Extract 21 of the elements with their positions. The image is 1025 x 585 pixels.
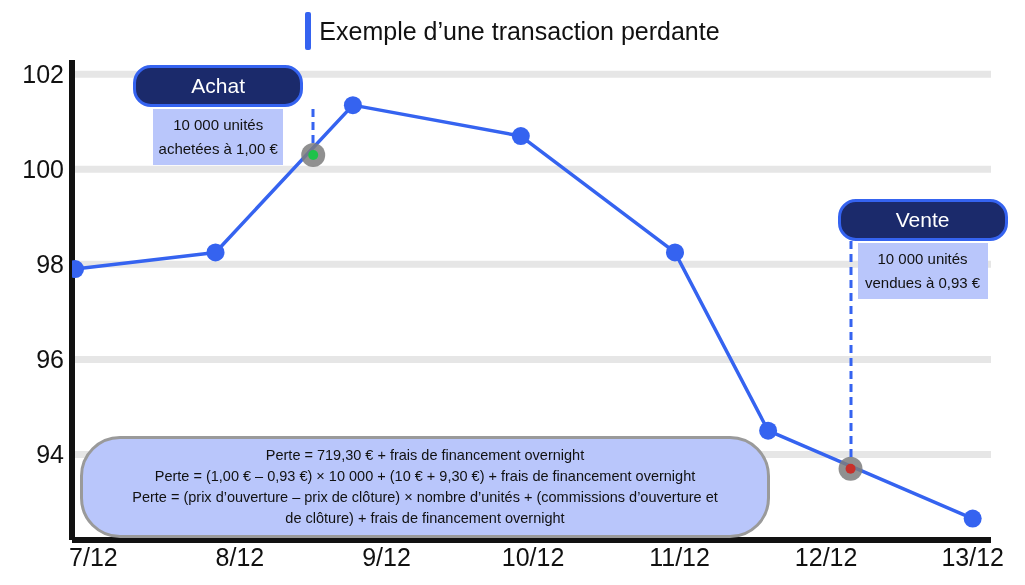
rounded-note-box: Perte = 719,30 € + frais de financement overnight Perte = (1,00 € – 0,93 €) × 10 000 + (10 € + 9,30 €) + frais de financement overnight Perte = (prix d’ouverture – prix de clôture) × nombre d’unités + (commissions d’ouverture et de clôture) + frais de financement overnight [80, 436, 770, 538]
y-tick-label: 98 [36, 250, 64, 279]
y-tick-label: 100 [22, 155, 64, 184]
x-tick-label: 8/12 [215, 542, 265, 571]
x-tick-label: 12/12 [794, 542, 858, 571]
x-tick-label: 13/12 [941, 542, 1004, 571]
annotation: Perte = 719,30 € + frais de financement overnight [264, 446, 586, 465]
x-tick-label: 11/12 [649, 542, 710, 571]
annotation: Perte = (1,00 € – 0,93 €) × 10 000 + (10 € + 9,30 €) + frais de financement overnight [153, 467, 697, 486]
annotation: Perte = (prix d’ouverture – prix de clôture) × nombre d’unités + (commissions d’ouverture et de clôture) + frais de financement overnight [131, 488, 719, 528]
x-tick-label: 7/12 [69, 542, 118, 571]
note-box: 10 000 unités achetées à 1,00 € [153, 109, 284, 166]
x-tick-label: 10/12 [501, 542, 565, 571]
y-tick-label: 94 [36, 440, 65, 469]
y-tick-label: 102 [22, 60, 64, 89]
legend-label: Exemple d’une transaction perdante [319, 16, 720, 46]
x-tick-label: 9/12 [362, 542, 411, 571]
y-tick-label: 96 [36, 345, 64, 374]
pill-label: Vente [837, 198, 1008, 241]
note-box: 10 000 unités vendues à 0,93 € [857, 242, 988, 299]
pill-label: Achat [133, 65, 304, 108]
